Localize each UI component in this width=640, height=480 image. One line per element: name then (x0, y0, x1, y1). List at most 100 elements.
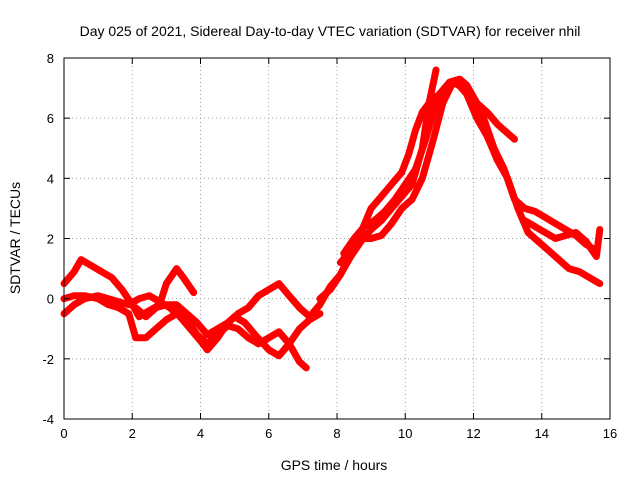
data-point (429, 139, 436, 146)
data-point (125, 301, 132, 308)
data-point (357, 235, 364, 242)
data-point (514, 205, 521, 212)
data-point (163, 280, 170, 287)
data-point (71, 292, 78, 299)
y-tick-label: 6 (47, 111, 54, 126)
data-point (214, 334, 221, 341)
data-point (419, 109, 426, 116)
data-point (255, 292, 262, 299)
data-point (316, 295, 323, 302)
data-point (511, 136, 518, 143)
data-point (115, 304, 122, 311)
y-tick-label: -2 (42, 352, 54, 367)
data-point (351, 235, 358, 242)
data-point (531, 208, 538, 215)
data-point (327, 286, 334, 293)
data-point (388, 220, 395, 227)
data-point (241, 319, 248, 326)
data-point (316, 310, 323, 317)
data-point (98, 268, 105, 275)
data-point (245, 304, 252, 311)
data-point (153, 304, 160, 311)
data-point (187, 325, 194, 332)
data-point (432, 100, 439, 107)
data-point (286, 340, 293, 347)
data-point (480, 115, 487, 122)
data-point (412, 166, 419, 173)
data-point (194, 319, 201, 326)
data-point (190, 289, 197, 296)
data-point (105, 295, 112, 302)
data-point (521, 217, 528, 224)
data-point (525, 229, 532, 236)
data-point (463, 91, 470, 98)
data-point (204, 331, 211, 338)
data-point (306, 313, 313, 320)
data-point (521, 205, 528, 212)
data-point (142, 334, 149, 341)
data-point (504, 175, 511, 182)
data-point (388, 181, 395, 188)
data-point (286, 292, 293, 299)
x-tick-label: 12 (466, 426, 480, 441)
data-point (337, 271, 344, 278)
data-point (443, 85, 450, 92)
x-tick-label: 2 (129, 426, 136, 441)
data-point (177, 313, 184, 320)
x-tick-label: 4 (197, 426, 204, 441)
x-tick-label: 8 (333, 426, 340, 441)
x-axis-title: GPS time / hours (281, 457, 388, 473)
data-point (484, 109, 491, 116)
x-tick-label: 6 (265, 426, 272, 441)
data-point (132, 304, 139, 311)
data-point (197, 337, 204, 344)
data-point (378, 232, 385, 239)
data-point (245, 334, 252, 341)
y-tick-label: 0 (47, 292, 54, 307)
data-point (422, 136, 429, 143)
data-point (275, 352, 282, 359)
data-point (163, 316, 170, 323)
data-point (545, 247, 552, 254)
data-point (95, 292, 102, 299)
data-point (142, 313, 149, 320)
data-point (71, 301, 78, 308)
data-point (504, 130, 511, 137)
series-band (340, 78, 604, 288)
data-point (494, 121, 501, 128)
data-point (378, 193, 385, 200)
data-point (146, 292, 153, 299)
data-point (296, 304, 303, 311)
data-point (88, 262, 95, 269)
data-point (576, 268, 583, 275)
data-point (583, 238, 590, 245)
data-point (402, 181, 409, 188)
data-point (108, 274, 115, 281)
data-point (552, 220, 559, 227)
data-point (593, 253, 600, 260)
data-point (542, 229, 549, 236)
data-point (214, 325, 221, 332)
axis-ticks: 0 2 4 6 8 10 12 14 16 -4 -2 0 2 4 6 8 (42, 51, 617, 441)
data-point (531, 223, 538, 230)
data-point (453, 79, 460, 86)
data-point (368, 226, 375, 233)
data-point (340, 250, 347, 257)
data-point (235, 310, 242, 317)
data-point (296, 358, 303, 365)
data-point (78, 256, 85, 263)
data-point (136, 295, 143, 302)
data-point (265, 286, 272, 293)
y-tick-label: 4 (47, 171, 54, 186)
data-point (71, 268, 78, 275)
data-point (275, 328, 282, 335)
data-point (566, 265, 573, 272)
data-point (381, 208, 388, 215)
data-point (535, 238, 542, 245)
data-point (275, 280, 282, 287)
data-point (153, 325, 160, 332)
data-point (252, 331, 259, 338)
y-axis-title: SDTVAR / TECUs (7, 182, 23, 294)
data-point (409, 196, 416, 203)
